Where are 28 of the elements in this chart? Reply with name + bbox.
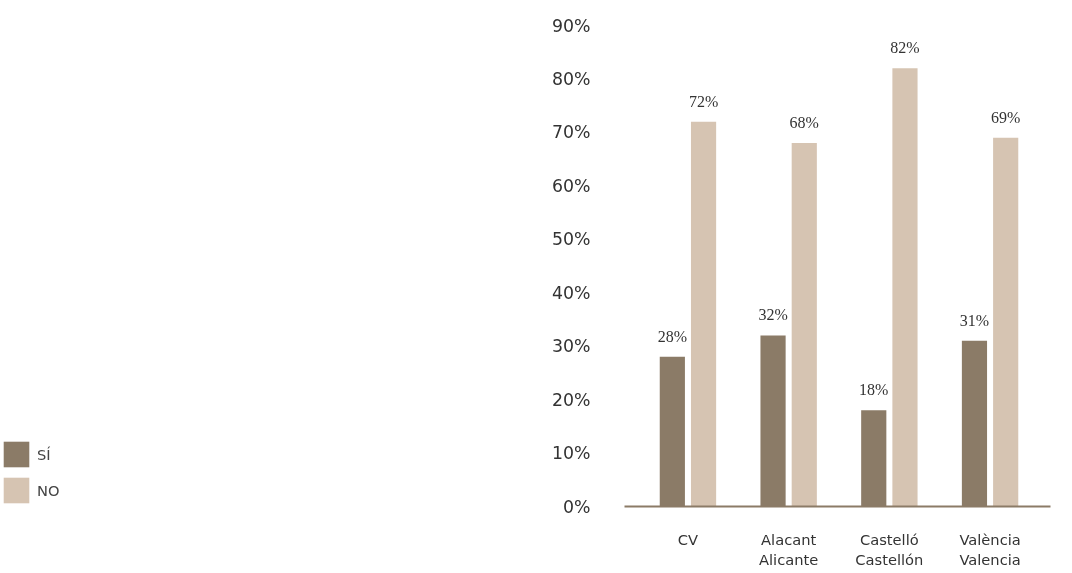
data-label: 72%: [688, 92, 719, 110]
y-tick-label: 60%: [551, 175, 591, 196]
x-tick-label: Alacant Alicante: [759, 530, 819, 568]
y-tick-label: 20%: [551, 389, 591, 410]
legend-label: SÍ: [37, 445, 52, 463]
y-tick-label: 40%: [551, 282, 591, 303]
data-label: 82%: [890, 39, 920, 57]
data-label: 18%: [859, 381, 889, 399]
y-tick-label: 10%: [551, 443, 591, 464]
data-label: 32%: [758, 306, 788, 324]
bar: [690, 121, 717, 507]
y-tick-label: 80%: [551, 68, 591, 89]
y-tick-label: 30%: [551, 336, 591, 357]
data-label: 68%: [789, 114, 819, 132]
y-tick-label: 50%: [551, 229, 591, 250]
y-tick-label: 70%: [551, 122, 591, 143]
x-tick-label: Castelló Castellón: [855, 530, 924, 568]
bar: [892, 68, 918, 507]
data-label: 28%: [657, 327, 687, 345]
x-tick-label: CV: [677, 530, 699, 548]
y-tick-label: 90%: [551, 15, 591, 36]
data-label: 69%: [991, 108, 1021, 126]
legend-label: NO: [37, 481, 60, 499]
data-label: 31%: [959, 311, 990, 329]
bar: [791, 143, 817, 507]
bar: [993, 137, 1019, 507]
x-tick-label: València Valencia: [959, 530, 1021, 568]
y-tick-label: 0%: [563, 496, 591, 517]
